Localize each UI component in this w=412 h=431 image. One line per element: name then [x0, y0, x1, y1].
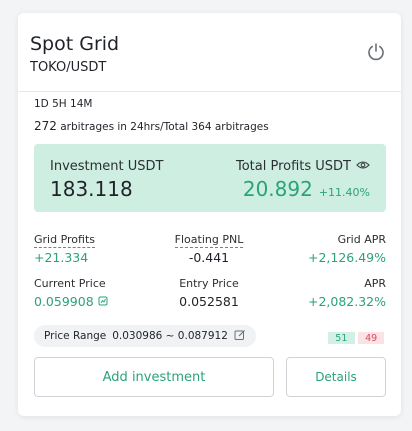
current-price-stat: Current Price 0.059908 — [34, 277, 108, 309]
total-profits-label-row: Total Profits USDT — [236, 159, 370, 174]
grid-apr-value: +2,126.49% — [307, 250, 386, 265]
current-price-label: Current Price — [34, 277, 106, 290]
spot-grid-card: Spot Grid TOKO/USDT 1D 5H 14M 272 arbitr… — [18, 13, 401, 416]
grid-profits-value: +21.334 — [34, 250, 89, 265]
profit-summary-panel: Investment USDT 183.118 Total Profits US… — [34, 144, 386, 212]
card-header: Spot Grid TOKO/USDT — [18, 13, 401, 92]
floating-pnl-stat: Floating PNL -0.441 — [164, 233, 254, 265]
grid-apr-stat: Grid APR +2,126.49% — [308, 233, 386, 265]
price-range-value: 0.030986 ~ 0.087912 — [112, 330, 228, 342]
add-investment-button[interactable]: Add investment — [34, 357, 274, 397]
edit-icon[interactable] — [234, 329, 246, 344]
trading-pair: TOKO/USDT — [30, 60, 107, 75]
arbitrage-text: arbitrages in 24hrs/Total 364 arbitrages — [56, 121, 269, 133]
total-profits-value: 20.892 — [242, 177, 313, 201]
price-range-label: Price Range — [44, 330, 107, 342]
total-profits-label: Total Profits USDT — [235, 159, 351, 174]
power-icon[interactable] — [365, 41, 387, 63]
grid-profits-label[interactable]: Grid Profits — [34, 233, 96, 248]
apr-value: +2,082.32% — [307, 294, 386, 309]
total-profits-percent: +11.40% — [318, 186, 370, 199]
apr-stat: APR +2,082.32% — [308, 277, 386, 309]
details-button[interactable]: Details — [286, 357, 386, 397]
price-range-pill: Price Range 0.030986 ~ 0.087912 — [34, 325, 256, 347]
entry-price-stat: Entry Price 0.052581 — [164, 277, 254, 309]
apr-label: APR — [364, 277, 386, 290]
current-price-row: 0.059908 — [34, 294, 108, 309]
entry-price-label: Entry Price — [179, 277, 239, 290]
floating-pnl-value: -0.441 — [188, 250, 230, 265]
total-profits-value-row: 20.892 +11.40% — [243, 177, 370, 201]
chart-icon[interactable] — [98, 294, 108, 309]
sell-ratio: 49 — [358, 332, 384, 344]
card-title: Spot Grid — [30, 33, 120, 55]
buy-ratio: 51 — [328, 332, 355, 344]
eye-icon[interactable] — [356, 159, 370, 174]
investment-label: Investment USDT — [50, 159, 164, 174]
grid-apr-label: Grid APR — [337, 233, 386, 246]
arbitrage-summary: 272 arbitrages in 24hrs/Total 364 arbitr… — [34, 119, 269, 133]
entry-price-value: 0.052581 — [179, 294, 239, 309]
buy-sell-ratio-bar: 51 49 — [328, 332, 384, 344]
investment-value: 183.118 — [50, 177, 133, 201]
grid-profits-stat: Grid Profits +21.334 — [34, 233, 96, 265]
current-price-value: 0.059908 — [34, 294, 94, 309]
floating-pnl-label[interactable]: Floating PNL — [174, 233, 244, 248]
arbitrage-count: 272 — [34, 119, 57, 133]
running-duration: 1D 5H 14M — [34, 98, 93, 110]
